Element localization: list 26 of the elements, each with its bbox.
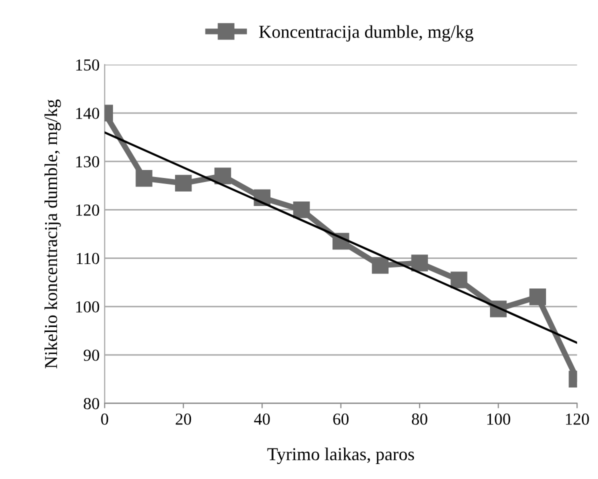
x-tick-label: 100 xyxy=(487,414,510,425)
y-tick-label: 100 xyxy=(76,301,100,313)
y-tick-label: 140 xyxy=(76,108,100,119)
point xyxy=(214,168,232,184)
point xyxy=(411,254,428,272)
point xyxy=(175,174,192,192)
legend-label: Koncentracija dumble, mg/kg xyxy=(259,25,474,42)
x-tick-label: 120 xyxy=(566,414,589,425)
x-tick-label: 0 xyxy=(101,414,108,425)
y-tick-label: 110 xyxy=(76,252,100,264)
x-tick-label: 20 xyxy=(176,414,192,425)
point xyxy=(136,170,152,187)
point xyxy=(529,288,546,306)
point xyxy=(450,272,468,288)
y-tick-label: 130 xyxy=(76,156,100,168)
point xyxy=(293,201,310,218)
point xyxy=(372,257,389,274)
y-tick-label: 90 xyxy=(84,350,100,361)
x-tick-label: 80 xyxy=(412,414,428,425)
y-tick-label: 120 xyxy=(76,204,100,216)
x-axis-title: Tyrimo laikas, paros xyxy=(267,448,414,464)
y-tick-label: 80 xyxy=(84,398,100,410)
x-tick-label: 40 xyxy=(254,414,270,425)
y-tick-label: 150 xyxy=(76,59,100,71)
x-tick-label: 60 xyxy=(333,414,349,425)
y-axis-title: Nikelio koncentracija dumble, mg/kg xyxy=(44,99,61,368)
